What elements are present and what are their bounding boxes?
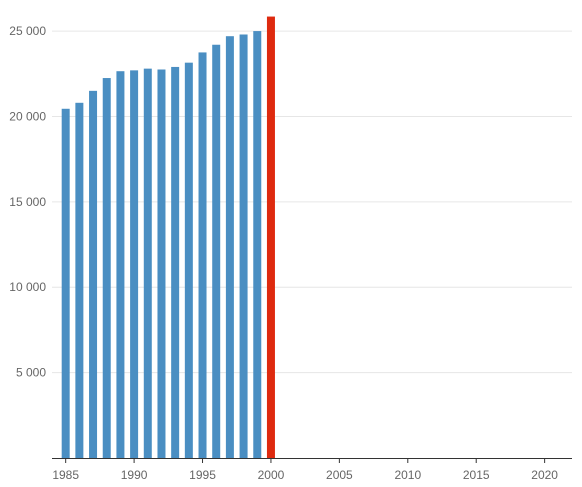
bar-1992[interactable] bbox=[157, 69, 166, 459]
bar-1987[interactable] bbox=[89, 90, 98, 458]
grid bbox=[52, 30, 572, 374]
bar-1999[interactable] bbox=[253, 31, 262, 458]
bar-1997[interactable] bbox=[225, 36, 234, 458]
bars bbox=[61, 16, 275, 459]
bar-1995[interactable] bbox=[198, 52, 207, 459]
x-tick-label: 2000 bbox=[258, 468, 285, 482]
y-tick-label: 5 000 bbox=[16, 366, 46, 380]
bar-1986[interactable] bbox=[75, 102, 84, 459]
bar-1990[interactable] bbox=[130, 70, 139, 458]
bar-1996[interactable] bbox=[212, 44, 221, 458]
x-tick-label: 2010 bbox=[394, 468, 421, 482]
x-tick-label: 1995 bbox=[189, 468, 216, 482]
x-tick-label: 2020 bbox=[531, 468, 558, 482]
x-tick-label: 1990 bbox=[121, 468, 148, 482]
bar-1998[interactable] bbox=[239, 34, 248, 458]
bar-1994[interactable] bbox=[184, 62, 193, 459]
x-tick-label: 1985 bbox=[52, 468, 79, 482]
bar-1989[interactable] bbox=[116, 71, 125, 458]
bar-1985[interactable] bbox=[61, 108, 70, 459]
y-tick-label: 15 000 bbox=[9, 195, 46, 209]
bar-1991[interactable] bbox=[143, 68, 152, 459]
x-axis: 1985 1990 1995 2000 2005 2010 2015 2020 bbox=[52, 458, 572, 482]
x-tick-label: 2015 bbox=[463, 468, 490, 482]
bar-highlight-2000[interactable] bbox=[266, 16, 275, 459]
x-tick-label: 2005 bbox=[326, 468, 353, 482]
y-axis-ticks: 5 000 10 000 15 000 20 000 25 000 bbox=[9, 24, 46, 380]
y-tick-label: 20 000 bbox=[9, 109, 46, 123]
y-tick-label: 25 000 bbox=[9, 24, 46, 38]
bar-1988[interactable] bbox=[102, 78, 111, 459]
y-tick-label: 10 000 bbox=[9, 280, 46, 294]
bar-1993[interactable] bbox=[171, 66, 180, 458]
